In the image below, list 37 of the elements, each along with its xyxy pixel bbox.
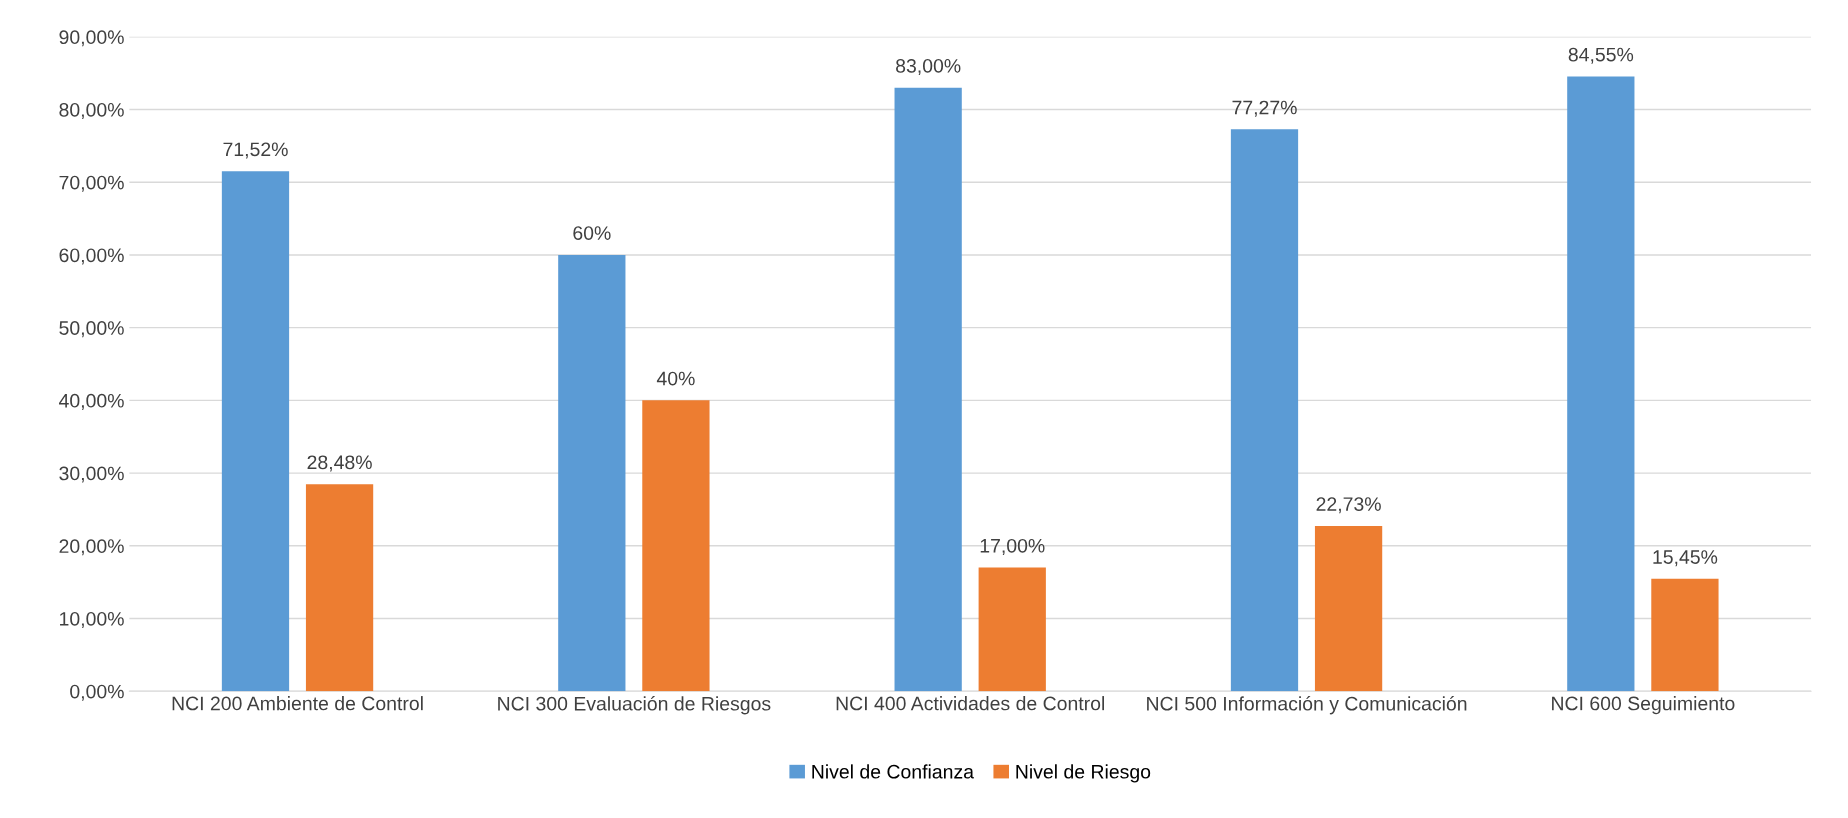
data-label: 71,52% [223, 142, 288, 159]
data-label: 22,73% [1316, 497, 1381, 514]
y-tick-label: 60,00% [59, 248, 124, 265]
y-tick-label: 20,00% [59, 539, 124, 556]
bar [1567, 76, 1635, 692]
data-label: 60% [573, 226, 611, 240]
y-tick-label: 10,00% [60, 611, 124, 629]
y-tick-label: 40,00% [59, 393, 124, 410]
bar [978, 567, 1046, 692]
data-label: 83,00% [896, 58, 961, 76]
bar [1314, 525, 1383, 692]
y-tick-label: 50,00% [59, 321, 124, 338]
y-tick-label: 0,00% [70, 684, 124, 701]
x-tick-label: NCI 600 Seguimiento [1552, 696, 1735, 715]
y-tick-label: 80,00% [59, 102, 124, 120]
bar [642, 400, 710, 692]
bar [558, 254, 626, 692]
bar [1230, 129, 1299, 692]
data-label: 77,27% [1232, 100, 1297, 117]
x-tick-label: NCI 200 Ambiente de Control [172, 696, 423, 711]
x-tick-label: NCI 300 Evaluación de Riesgos [498, 696, 771, 715]
bar [221, 171, 290, 692]
data-label: 28,48% [307, 455, 372, 472]
bar [894, 87, 962, 692]
bar [305, 484, 374, 692]
data-label: 15,45% [1653, 550, 1718, 567]
legend-label: Nivel de Riesgo [1016, 764, 1151, 783]
data-label: 40% [656, 371, 695, 386]
x-tick-label: NCI 500 Información y Comunicación [1147, 696, 1467, 715]
data-label: 17,00% [980, 538, 1045, 555]
data-label: 84,55% [1568, 47, 1634, 64]
legend-label: Nivel de Confianza [812, 764, 974, 779]
y-tick-label: 30,00% [59, 466, 124, 483]
y-tick-label: 70,00% [59, 175, 124, 192]
y-tick-label: 90,00% [59, 30, 124, 47]
bar [1651, 578, 1719, 692]
x-tick-label: NCI 400 Actividades de Control [836, 696, 1105, 711]
